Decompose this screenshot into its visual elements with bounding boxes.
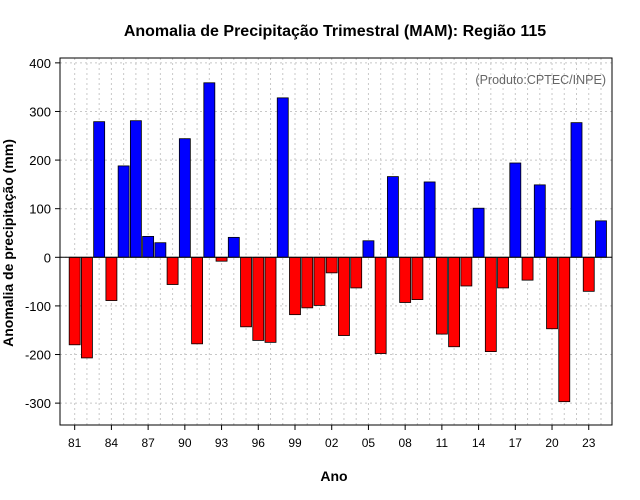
x-tick-label: 84 [105, 436, 119, 450]
x-axis-label: Ano [320, 468, 347, 484]
bar-2019 [533, 184, 546, 258]
bar-2013 [460, 256, 473, 287]
y-tick-label: 400 [29, 56, 51, 71]
axes [59, 57, 613, 426]
y-tick-label: -300 [25, 396, 51, 411]
watermark-text: (Produto:CPTEC/INPE) [475, 73, 606, 87]
bar-2014 [472, 207, 485, 258]
bar-2023 [582, 256, 595, 292]
x-tick-label: 11 [436, 436, 449, 450]
x-tick-label: 99 [288, 436, 302, 450]
x-tick-label: 17 [509, 436, 523, 450]
bar-1984 [105, 256, 118, 301]
bar-2006 [374, 256, 387, 354]
bar-1996 [252, 256, 265, 341]
x-tick-label: 90 [178, 436, 192, 450]
y-tick-label: -200 [25, 348, 51, 363]
x-tick-label: 96 [252, 436, 266, 450]
y-tick-label: 0 [44, 250, 51, 265]
bar-2003 [338, 256, 350, 336]
bar-2010 [423, 181, 436, 258]
y-tick-label: -100 [25, 299, 51, 314]
bar-1987 [142, 235, 155, 258]
bar-2000 [301, 256, 314, 309]
bar-2018 [521, 256, 534, 281]
x-tick-label: 08 [398, 436, 412, 450]
bar-2016 [497, 256, 509, 289]
bar-1994 [227, 236, 240, 258]
bar-1993 [215, 256, 228, 262]
x-tick-label: 81 [68, 436, 82, 450]
bar-1999 [289, 256, 301, 316]
y-tick-label: 100 [29, 202, 51, 217]
bar-2022 [570, 122, 583, 258]
bar-2020 [546, 256, 558, 330]
bar-1998 [276, 97, 289, 258]
bar-1986 [129, 120, 142, 258]
x-axis-ticks: 81 84 87 90 93 96 99 02 05 08 11 14 17 20 23 [68, 425, 596, 450]
bar-2001 [313, 256, 326, 306]
y-tick-label: 300 [29, 104, 51, 119]
bar-1990 [178, 138, 191, 258]
bar-2021 [558, 256, 571, 403]
bar-1983 [93, 121, 106, 258]
bar-2005 [362, 240, 375, 258]
bar-2024 [595, 220, 607, 258]
plot-frame [59, 57, 613, 426]
bars [68, 82, 607, 403]
bar-2002 [325, 256, 338, 274]
bar-1992 [203, 82, 216, 258]
x-tick-label: 23 [582, 436, 596, 450]
x-tick-label: 05 [362, 436, 376, 450]
bar-2012 [448, 256, 461, 348]
bar-2004 [350, 256, 363, 289]
bar-1995 [240, 256, 252, 328]
grid-lines [60, 58, 612, 425]
x-tick-label: 87 [141, 436, 155, 450]
x-tick-label: 14 [472, 436, 486, 450]
bar-2009 [411, 256, 424, 300]
y-axis-ticks: -300 -200 -100 0 100 200 300 400 [25, 56, 60, 411]
bar-1991 [191, 256, 203, 345]
bar-1981 [68, 256, 81, 346]
bar-1985 [117, 165, 130, 258]
bar-2011 [435, 256, 448, 335]
bar-2017 [509, 162, 522, 258]
bar-1997 [264, 256, 277, 343]
x-tick-label: 02 [325, 436, 339, 450]
bar-2008 [399, 256, 412, 303]
bar-1989 [166, 256, 179, 285]
x-tick-label: 20 [545, 436, 559, 450]
y-axis-label: Anomalia de precipitação (mm) [0, 139, 16, 347]
bar-1988 [154, 242, 167, 258]
bar-2007 [387, 176, 399, 258]
chart-title: Anomalia de Precipitação Trimestral (MAM… [124, 23, 546, 40]
bar-1982 [81, 256, 93, 359]
x-tick-label: 93 [215, 436, 229, 450]
y-tick-label: 200 [29, 153, 51, 168]
bar-2015 [484, 256, 497, 352]
